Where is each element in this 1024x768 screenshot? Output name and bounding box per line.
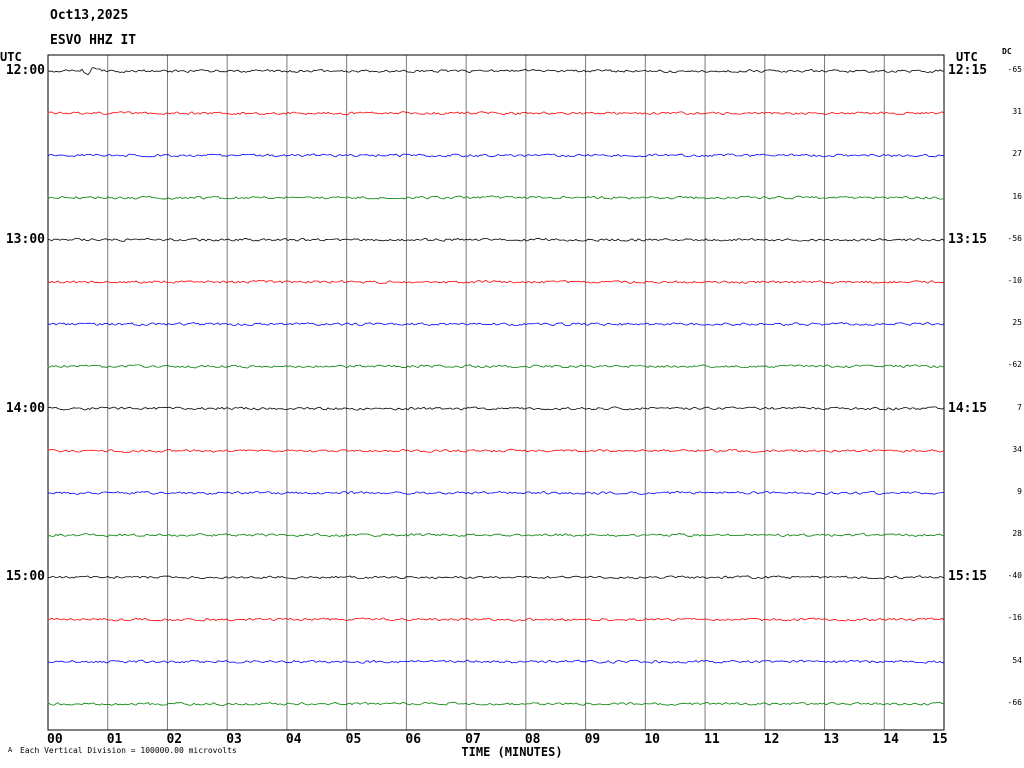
scale-note: Each Vertical Division = 100000.00 micro… <box>20 746 237 755</box>
row-dc-9: 34 <box>1012 444 1022 454</box>
x-tick-1: 01 <box>106 732 123 747</box>
x-tick-10: 10 <box>644 732 660 747</box>
row-dc-6: 25 <box>1012 318 1022 328</box>
row-dc-8: 7 <box>1017 402 1022 412</box>
row-dc-0: -65 <box>1007 65 1022 75</box>
row-time-right-8: 14:15 <box>948 400 988 416</box>
x-tick-12: 12 <box>763 732 780 747</box>
row-time-left-8: 14:00 <box>5 400 45 416</box>
x-tick-3: 03 <box>226 732 242 747</box>
x-tick-14: 14 <box>883 732 899 747</box>
x-tick-15: 15 <box>932 732 948 747</box>
trace-row-3 <box>47 195 945 200</box>
x-tick-6: 06 <box>405 732 422 747</box>
row-time-right-12: 15:15 <box>948 569 988 585</box>
trace-row-8 <box>47 406 945 411</box>
row-time-left-4: 13:00 <box>5 231 45 247</box>
row-dc-5: -10 <box>1007 275 1022 285</box>
corner-mark: A <box>8 746 13 754</box>
row-dc-3: 16 <box>1012 191 1022 201</box>
x-tick-0: 00 <box>47 732 63 747</box>
x-axis-title: TIME (MINUTES) <box>461 745 563 759</box>
station-label: ESVO HHZ IT <box>50 33 137 48</box>
row-dc-2: 27 <box>1012 149 1022 159</box>
x-tick-5: 05 <box>345 732 362 747</box>
x-tick-11: 11 <box>704 732 720 747</box>
trace-row-11 <box>47 532 944 538</box>
date-label: Oct13,2025 <box>50 8 129 23</box>
row-time-right-0: 12:15 <box>948 63 988 79</box>
row-dc-12: -40 <box>1007 571 1022 581</box>
trace-row-4 <box>47 237 945 242</box>
row-dc-13: -16 <box>1007 613 1022 623</box>
trace-row-5 <box>47 280 945 284</box>
row-dc-10: 9 <box>1017 486 1022 496</box>
row-dc-14: 54 <box>1012 655 1022 665</box>
trace-row-10 <box>47 490 945 495</box>
x-tick-7: 07 <box>465 732 481 747</box>
trace-row-7 <box>47 364 945 369</box>
trace-row-13 <box>47 617 945 622</box>
row-dc-15: -66 <box>1007 697 1022 707</box>
utc-right-label: UTC <box>956 50 978 64</box>
dc-header-label: DC <box>1002 47 1012 56</box>
x-tick-9: 09 <box>584 732 601 747</box>
x-tick-2: 02 <box>166 732 183 747</box>
x-tick-13: 13 <box>823 732 840 747</box>
x-tick-4: 04 <box>285 732 302 747</box>
trace-row-12 <box>47 575 945 580</box>
trace-row-6 <box>47 322 945 327</box>
plot-border <box>47 54 945 731</box>
row-dc-4: -56 <box>1007 233 1022 243</box>
trace-row-1 <box>47 111 945 116</box>
row-time-left-12: 15:00 <box>5 569 45 585</box>
row-dc-11: 28 <box>1012 529 1022 539</box>
utc-left-label: UTC <box>0 50 22 64</box>
trace-row-2 <box>47 153 945 158</box>
row-time-right-4: 13:15 <box>948 231 988 247</box>
x-tick-8: 08 <box>524 732 541 747</box>
trace-row-15 <box>47 701 945 706</box>
trace-row-9 <box>47 448 945 453</box>
trace-row-14 <box>47 659 945 664</box>
row-dc-1: 31 <box>1012 107 1022 117</box>
trace-row-0 <box>47 67 945 76</box>
row-time-left-0: 12:00 <box>5 63 45 79</box>
row-dc-7: -62 <box>1007 360 1022 370</box>
